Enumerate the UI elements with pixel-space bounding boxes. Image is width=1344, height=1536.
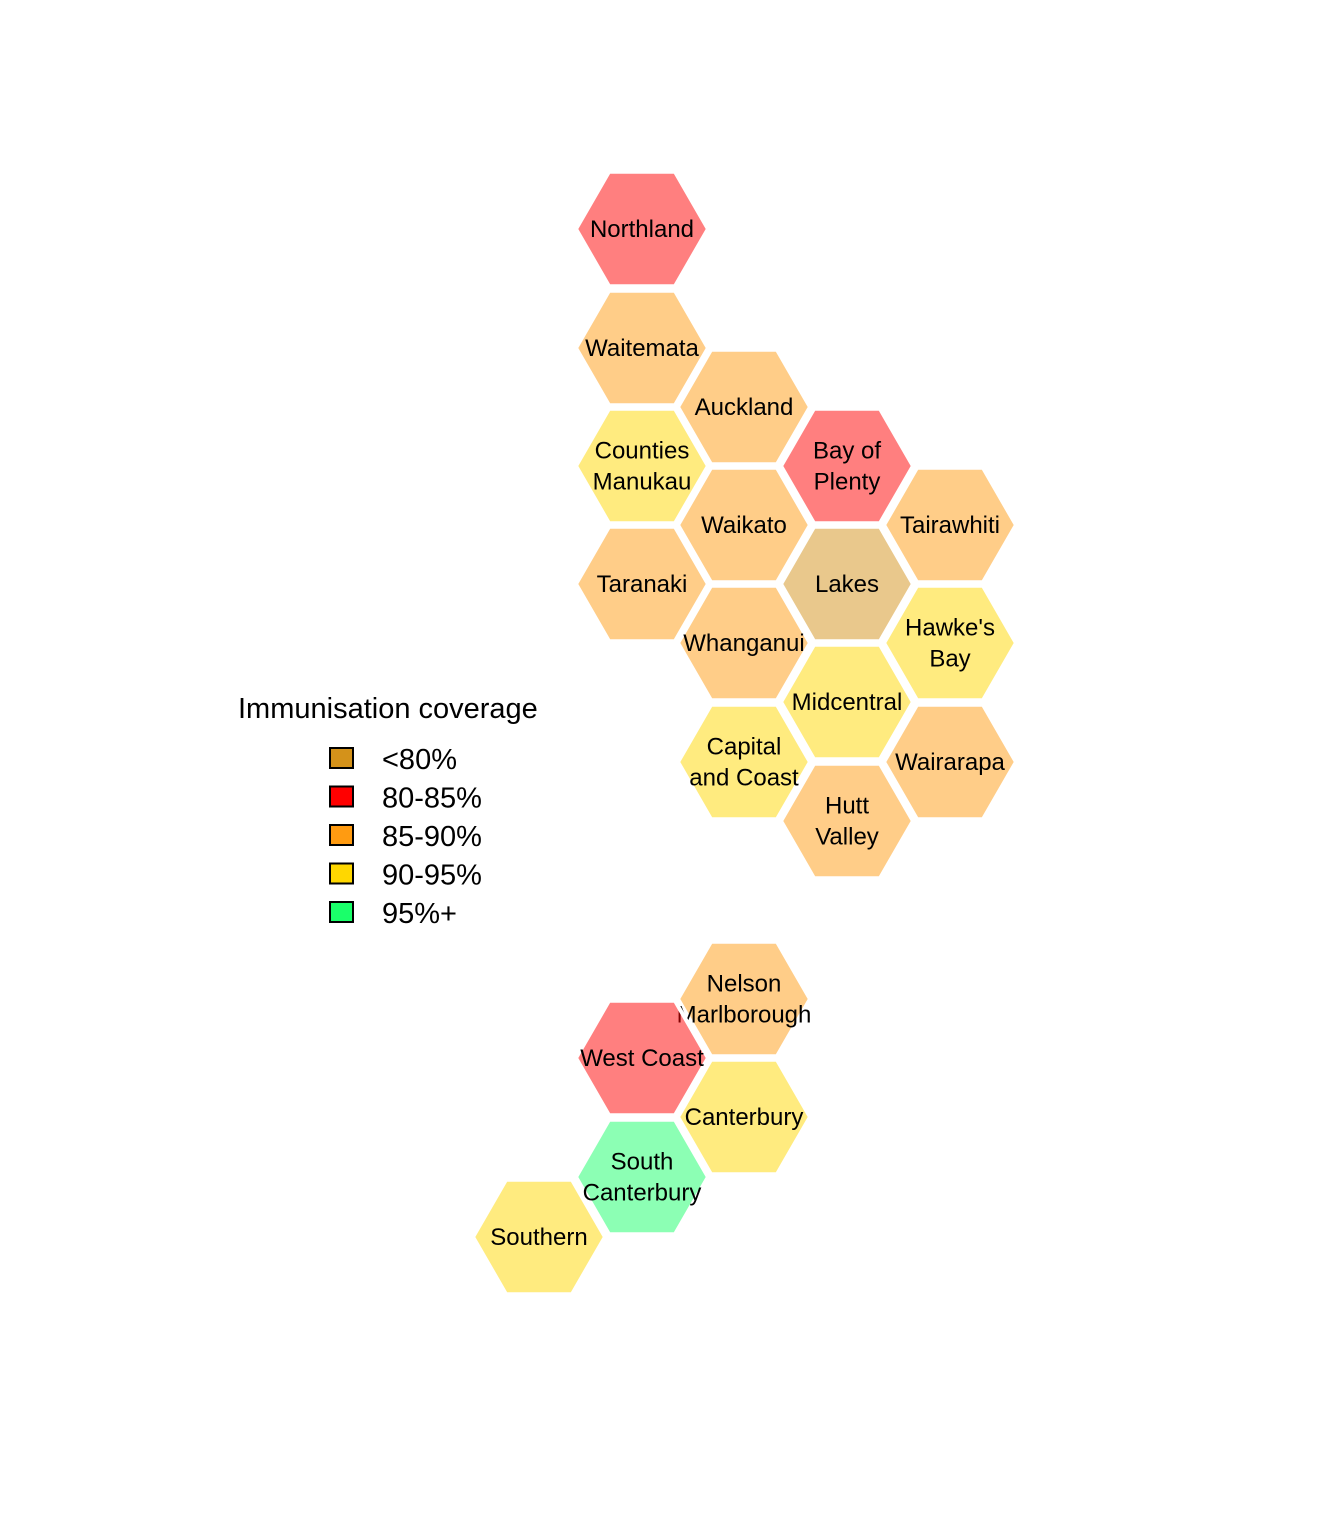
region-canterbury: Canterbury [675,1057,813,1177]
region-label: Taranaki [597,571,688,598]
region-label: Bay [929,646,970,673]
region-auckland: Auckland [675,347,813,467]
legend-label: 90-95% [382,860,482,892]
region-label: Tairawhiti [900,512,1000,539]
legend-swatch [329,862,354,885]
region-label: Northland [590,216,694,243]
region-label: Canterbury [583,1180,702,1207]
region-hex-counties-manukau [573,406,711,526]
legend-label: <80% [382,744,457,776]
region-hex-auckland [675,347,813,467]
region-hex-waitemata [573,288,711,408]
region-hex-whanganui [675,583,813,703]
region-lakes: Lakes [778,524,916,644]
region-west-coast: West Coast [573,998,711,1118]
region-taranaki: Taranaki [573,524,711,644]
legend-item: 90-95% [329,860,482,892]
region-hutt-valley: Hutt Valley [778,761,916,881]
region-hex-southern [470,1177,608,1297]
region-hex-south-canterbury [573,1117,711,1237]
region-label: Lakes [815,571,879,598]
region-northland: Northland [573,169,711,289]
region-south-canterbury: South Canterbury [573,1117,711,1237]
region-label: Midcentral [792,689,903,716]
region-waitemata: Waitemata [573,288,711,408]
region-southern: Southern [470,1177,608,1297]
region-bay-of-plenty: Bay of Plenty [778,406,916,526]
region-label: Waikato [701,512,787,539]
legend-item: 85-90% [329,821,482,853]
region-label: Bay of [813,438,881,465]
region-label: Marlborough [677,1002,812,1029]
region-label: Hutt [825,793,869,820]
region-hex-nelson-marlborough [675,939,813,1059]
legend-item: 95%+ [329,898,457,930]
region-hex-bay-of-plenty [778,406,916,526]
region-label: Nelson [707,971,782,998]
legend-items: <80% 80-85% 85-90% 90-95% 95%+ [329,744,482,930]
region-hex-canterbury [675,1057,813,1177]
legend-swatch [329,747,354,769]
region-label: Southern [490,1224,587,1251]
region-label: Wairarapa [895,749,1005,776]
region-hex-midcentral [778,642,916,762]
region-hex-capital-and-coast [675,702,813,822]
region-hex-hawke-s-bay [881,583,1019,703]
region-label: and Coast [689,765,799,792]
region-tairawhiti: Tairawhiti [881,465,1019,585]
region-nelson-marlborough: Nelson Marlborough [675,939,813,1059]
legend-swatch [329,824,354,846]
legend-swatch [329,785,354,808]
region-label: Valley [815,824,879,851]
region-hex-northland [573,169,711,289]
region-hex-tairawhiti [881,465,1019,585]
region-label: Auckland [695,394,794,421]
region-label: Canterbury [685,1104,804,1131]
legend-label: 80-85% [382,783,482,815]
region-waikato: Waikato [675,465,813,585]
region-hex-lakes [778,524,916,644]
region-label: Whanganui [683,630,804,657]
legend: Immunisation coverage <80% 80-85% 85-90% 90… [238,693,538,930]
region-hawke-s-bay: Hawke's Bay [881,583,1019,703]
region-hex-taranaki [573,524,711,644]
region-hex-west-coast [573,998,711,1118]
region-whanganui: Whanganui [675,583,813,703]
region-wairarapa: Wairarapa [881,702,1019,822]
region-label: Waitemata [585,335,699,362]
region-label: West Coast [580,1045,704,1072]
region-hex-waikato [675,465,813,585]
region-label: Manukau [593,469,692,496]
legend-label: 85-90% [382,821,482,853]
region-hex-hutt-valley [778,761,916,881]
legend-item: 80-85% [329,783,482,815]
region-hex-wairarapa [881,702,1019,822]
region-label: South [611,1149,674,1176]
region-label: Counties [595,438,690,465]
region-midcentral: Midcentral [778,642,916,762]
legend-label: 95%+ [382,898,457,930]
region-counties-manukau: Counties Manukau [573,406,711,526]
legend-swatch [329,901,354,923]
region-label: Hawke's [905,615,995,642]
region-label: Plenty [814,469,881,496]
region-label: Capital [707,734,782,761]
legend-title: Immunisation coverage [238,693,538,725]
legend-item: <80% [329,744,457,776]
region-capital-and-coast: Capital and Coast [675,702,813,822]
